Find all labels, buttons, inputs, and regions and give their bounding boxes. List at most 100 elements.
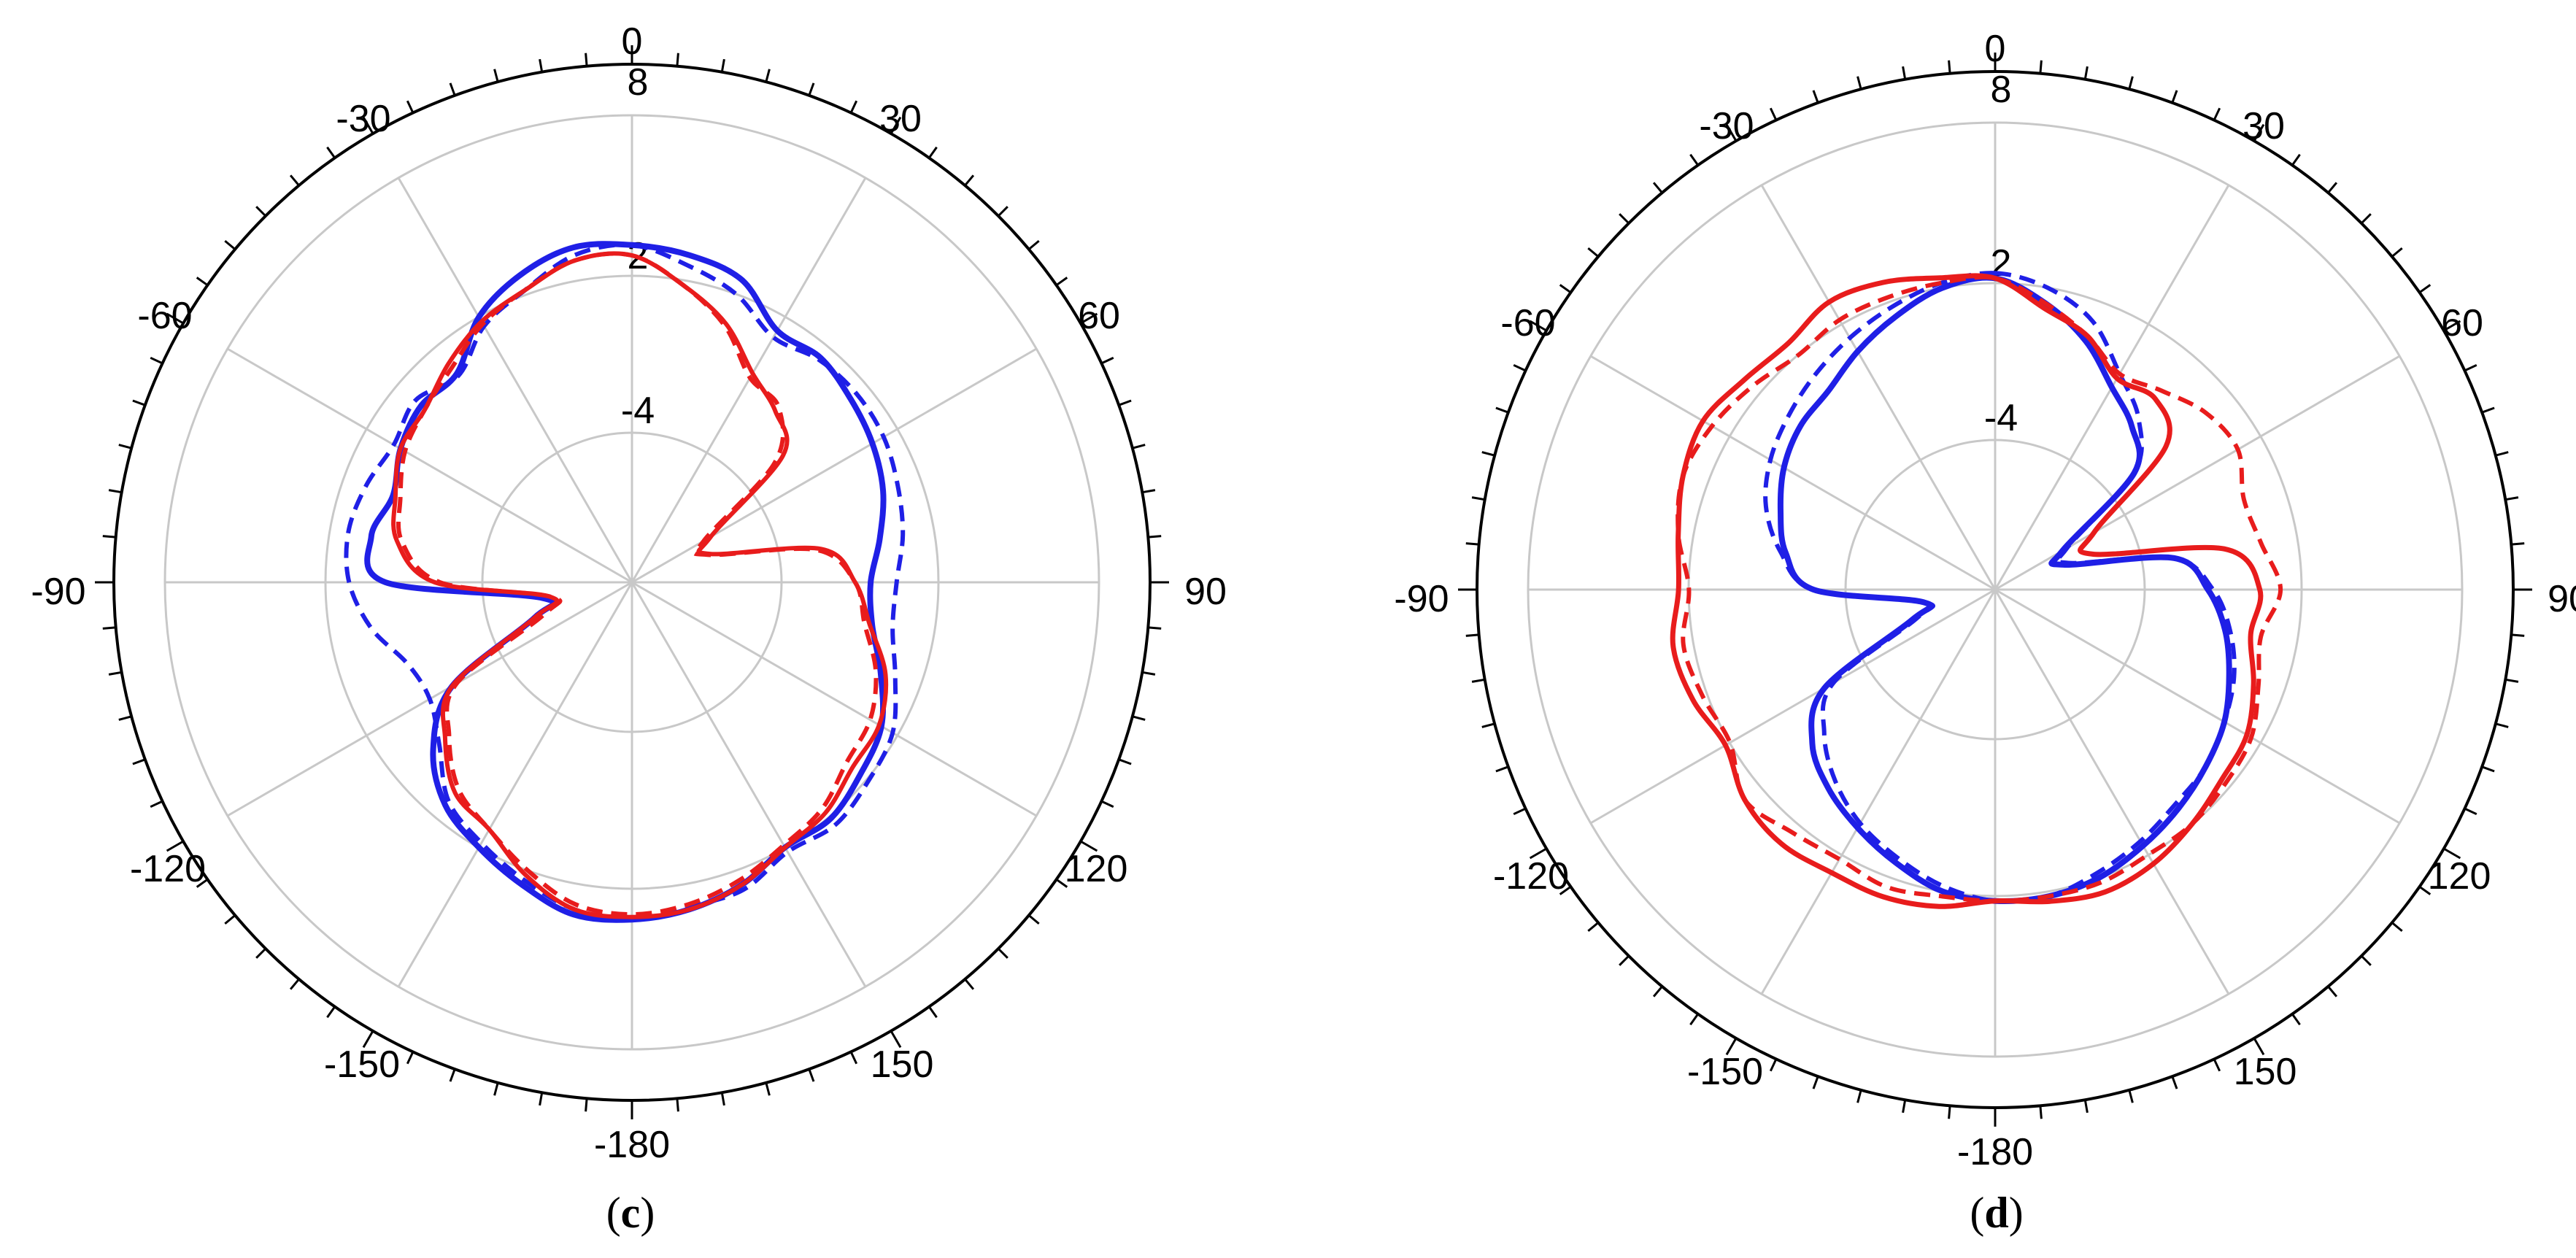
angle-label: -180 [1957,1131,2033,1173]
angle-label: 0 [1985,28,2006,70]
angle-label: 0 [622,20,643,63]
angle-tick-210 [362,1030,374,1049]
angle-tick-150 [890,1030,902,1049]
angle-label: -60 [1500,302,1555,344]
angle-tick-95 [2511,633,2525,637]
angle-tick-45 [997,206,1009,217]
grid-spoke-300 [1589,355,1996,591]
angle-label: 90 [2548,578,2576,620]
angle-tick-220 [289,978,300,990]
angle-tick-75 [2495,451,2509,457]
angle-tick-55 [1055,277,1068,287]
angle-tick-350 [1902,66,1907,80]
angle-tick-115 [2464,807,2477,816]
grid-spoke-330 [1760,184,1997,590]
angle-tick-130 [1027,914,1040,925]
angle-tick-255 [118,715,132,721]
angle-tick-210 [1725,1038,1738,1056]
angle-label: 60 [1078,295,1120,337]
angle-tick-25 [849,100,858,114]
angle-tick-185 [585,1098,588,1112]
angle-tick-145 [928,1006,938,1019]
angle-tick-100 [1141,671,1156,676]
angle-label: -120 [130,848,206,890]
caption-d: (d) [1970,1189,2023,1237]
angle-label: -90 [1394,578,1449,620]
angle-tick-300 [166,312,184,325]
ring-label: 8 [628,61,649,104]
angle-tick-305 [196,277,209,287]
angle-tick-45 [2360,213,2372,225]
angle-tick-230 [224,914,236,925]
angle-tick-155 [2213,1058,2221,1072]
angle-tick-335 [1769,107,1778,121]
series-line-3 [1675,274,2283,903]
angle-label: 120 [2428,855,2491,898]
angle-tick-340 [1812,90,1819,104]
angle-tick-75 [1132,444,1146,449]
angle-tick-70 [1118,399,1132,406]
angle-tick-355 [1948,60,1951,74]
angle-tick-340 [449,82,456,96]
angle-label: 150 [2234,1051,2297,1093]
angle-tick-165 [2128,1089,2134,1103]
angle-tick-120 [2443,847,2461,860]
angle-tick-325 [326,146,336,159]
angle-tick-290 [1495,406,1509,414]
angle-tick-65 [1100,356,1114,365]
angle-tick-195 [1856,1089,1862,1103]
angle-tick-80 [1141,489,1156,494]
angle-label: 60 [2441,302,2483,344]
angle-tick-285 [1481,451,1495,457]
angle-tick-250 [1495,765,1509,773]
angle-tick-325 [1689,153,1700,166]
angle-tick-190 [539,1092,544,1106]
angle-tick-285 [118,444,132,449]
angle-tick-55 [2418,284,2432,294]
angle-tick-120 [1080,840,1098,852]
angle-tick-275 [1465,542,1479,546]
angle-tick-35 [2291,153,2301,166]
angle-tick-140 [2327,985,2338,997]
angle-tick-255 [1481,722,1495,728]
angle-tick-215 [326,1006,336,1019]
angle-tick-280 [1471,496,1486,501]
angle-tick-115 [1100,800,1114,809]
ring-label: -4 [621,390,655,432]
grid-spoke-60 [631,347,1038,584]
angle-tick-275 [102,535,116,539]
angle-tick-10 [720,58,725,73]
angle-label: -30 [336,98,390,140]
angle-tick-260 [1471,678,1486,683]
angle-tick-250 [132,758,146,765]
angle-tick-80 [2504,496,2519,501]
angle-tick-295 [1513,363,1527,372]
angle-tick-300 [1529,320,1547,332]
angle-tick-5 [2039,60,2043,74]
angle-label: -150 [1687,1051,1763,1093]
grid-spoke-330 [397,177,633,583]
angle-tick-15 [2128,76,2134,90]
angle-tick-350 [539,58,544,73]
angle-tick-30 [890,116,902,134]
angle-tick-10 [2083,66,2089,80]
angle-tick-60 [1080,312,1098,325]
angle-tick-110 [1118,758,1132,765]
angle-tick-355 [585,53,588,66]
angle-tick-330 [1725,123,1738,142]
angle-tick-130 [2391,922,2403,933]
grid-spoke-120 [1994,588,2401,825]
angle-tick-200 [1812,1076,1819,1089]
angle-tick-215 [1689,1013,1700,1026]
angle-tick-175 [2039,1105,2043,1119]
angle-tick-85 [2511,542,2525,546]
angle-tick-345 [493,69,499,82]
angle-tick-50 [1027,239,1040,250]
angle-tick-50 [2391,247,2403,258]
angle-tick-235 [196,878,209,888]
angle-label: 30 [879,98,922,140]
angle-tick-245 [150,800,163,809]
angle-tick-40 [964,174,975,187]
